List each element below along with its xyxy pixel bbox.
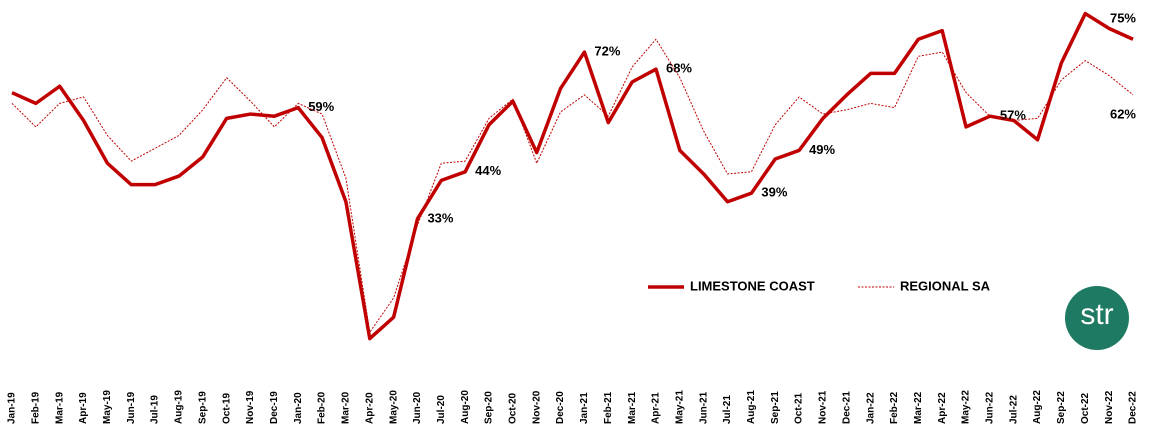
x-tick-label: Sep-19	[197, 391, 208, 424]
x-tick-label: Oct-22	[1080, 392, 1091, 424]
data-label: 72%	[594, 43, 620, 58]
x-tick-label: Nov-19	[245, 390, 256, 424]
x-tick-label: Aug-20	[460, 390, 471, 424]
data-label: 62%	[1110, 106, 1136, 121]
x-tick-label: Mar-19	[54, 391, 65, 424]
data-label: 39%	[761, 185, 787, 200]
x-tick-label: Jan-22	[865, 392, 876, 424]
logo-text: str	[1080, 298, 1113, 331]
logo: str	[1065, 286, 1129, 350]
series-line	[11, 11, 1134, 341]
x-tick-label: Sep-21	[770, 391, 781, 424]
x-tick-label: Feb-19	[30, 391, 41, 424]
x-tick-label: May-21	[674, 390, 685, 424]
x-tick-label: Aug-22	[1032, 390, 1043, 424]
x-tick-label: Sep-20	[484, 391, 495, 424]
x-tick-label: Jan-20	[293, 392, 304, 424]
x-tick-label: Sep-22	[1056, 391, 1067, 424]
x-tick-label: May-22	[961, 390, 972, 424]
x-tick-label: Apr-20	[364, 392, 375, 424]
x-tick-label: Aug-21	[746, 390, 757, 424]
x-tick-label: Feb-22	[889, 391, 900, 424]
data-label: 44%	[475, 163, 501, 178]
x-tick-label: Jun-21	[698, 391, 709, 424]
x-tick-label: Apr-19	[78, 392, 89, 424]
x-tick-label: May-20	[388, 390, 399, 424]
x-tick-label: Oct-21	[794, 392, 805, 424]
x-tick-label: Jan-19	[7, 392, 18, 424]
series-line	[11, 38, 1134, 333]
x-tick-label: Nov-22	[1104, 390, 1115, 424]
x-tick-label: Aug-19	[174, 390, 185, 424]
x-tick-label: Jul-21	[722, 395, 733, 424]
x-tick-label: Jul-19	[150, 395, 161, 424]
x-tick-label: Feb-20	[317, 391, 328, 424]
x-tick-label: Feb-21	[603, 391, 614, 424]
data-label: 75%	[1110, 11, 1136, 26]
x-tick-label: Apr-22	[937, 392, 948, 424]
x-tick-label: May-19	[102, 390, 113, 424]
data-label: 57%	[1000, 108, 1026, 123]
x-tick-label: Mar-21	[627, 391, 638, 424]
x-tick-label: Dec-19	[269, 391, 280, 424]
x-tick-label: Apr-21	[651, 392, 662, 424]
x-tick-label: Oct-19	[221, 392, 232, 424]
x-tick-label: Jan-21	[579, 392, 590, 424]
x-tick-label: Jun-20	[412, 391, 423, 424]
data-label: 68%	[666, 61, 692, 76]
x-tick-label: Nov-21	[818, 390, 829, 424]
x-tick-label: Nov-20	[531, 390, 542, 424]
legend-label: LIMESTONE COAST	[690, 278, 815, 293]
x-tick-label: Dec-22	[1128, 391, 1139, 424]
x-tick-label: Jun-19	[126, 391, 137, 424]
x-tick-label: Mar-22	[913, 391, 924, 424]
legend-label: REGIONAL SA	[900, 278, 991, 293]
logo-circle	[1065, 286, 1129, 350]
x-tick-label: Oct-20	[508, 392, 519, 424]
data-label: 49%	[809, 142, 835, 157]
data-label: 59%	[308, 99, 334, 114]
x-tick-label: Jul-20	[436, 395, 447, 424]
x-tick-label: Dec-20	[555, 391, 566, 424]
x-tick-label: Jul-22	[1008, 395, 1019, 424]
x-tick-label: Jun-22	[985, 391, 996, 424]
x-tick-label: Dec-21	[841, 391, 852, 424]
x-tick-label: Mar-20	[341, 391, 352, 424]
data-label: 33%	[427, 210, 453, 225]
